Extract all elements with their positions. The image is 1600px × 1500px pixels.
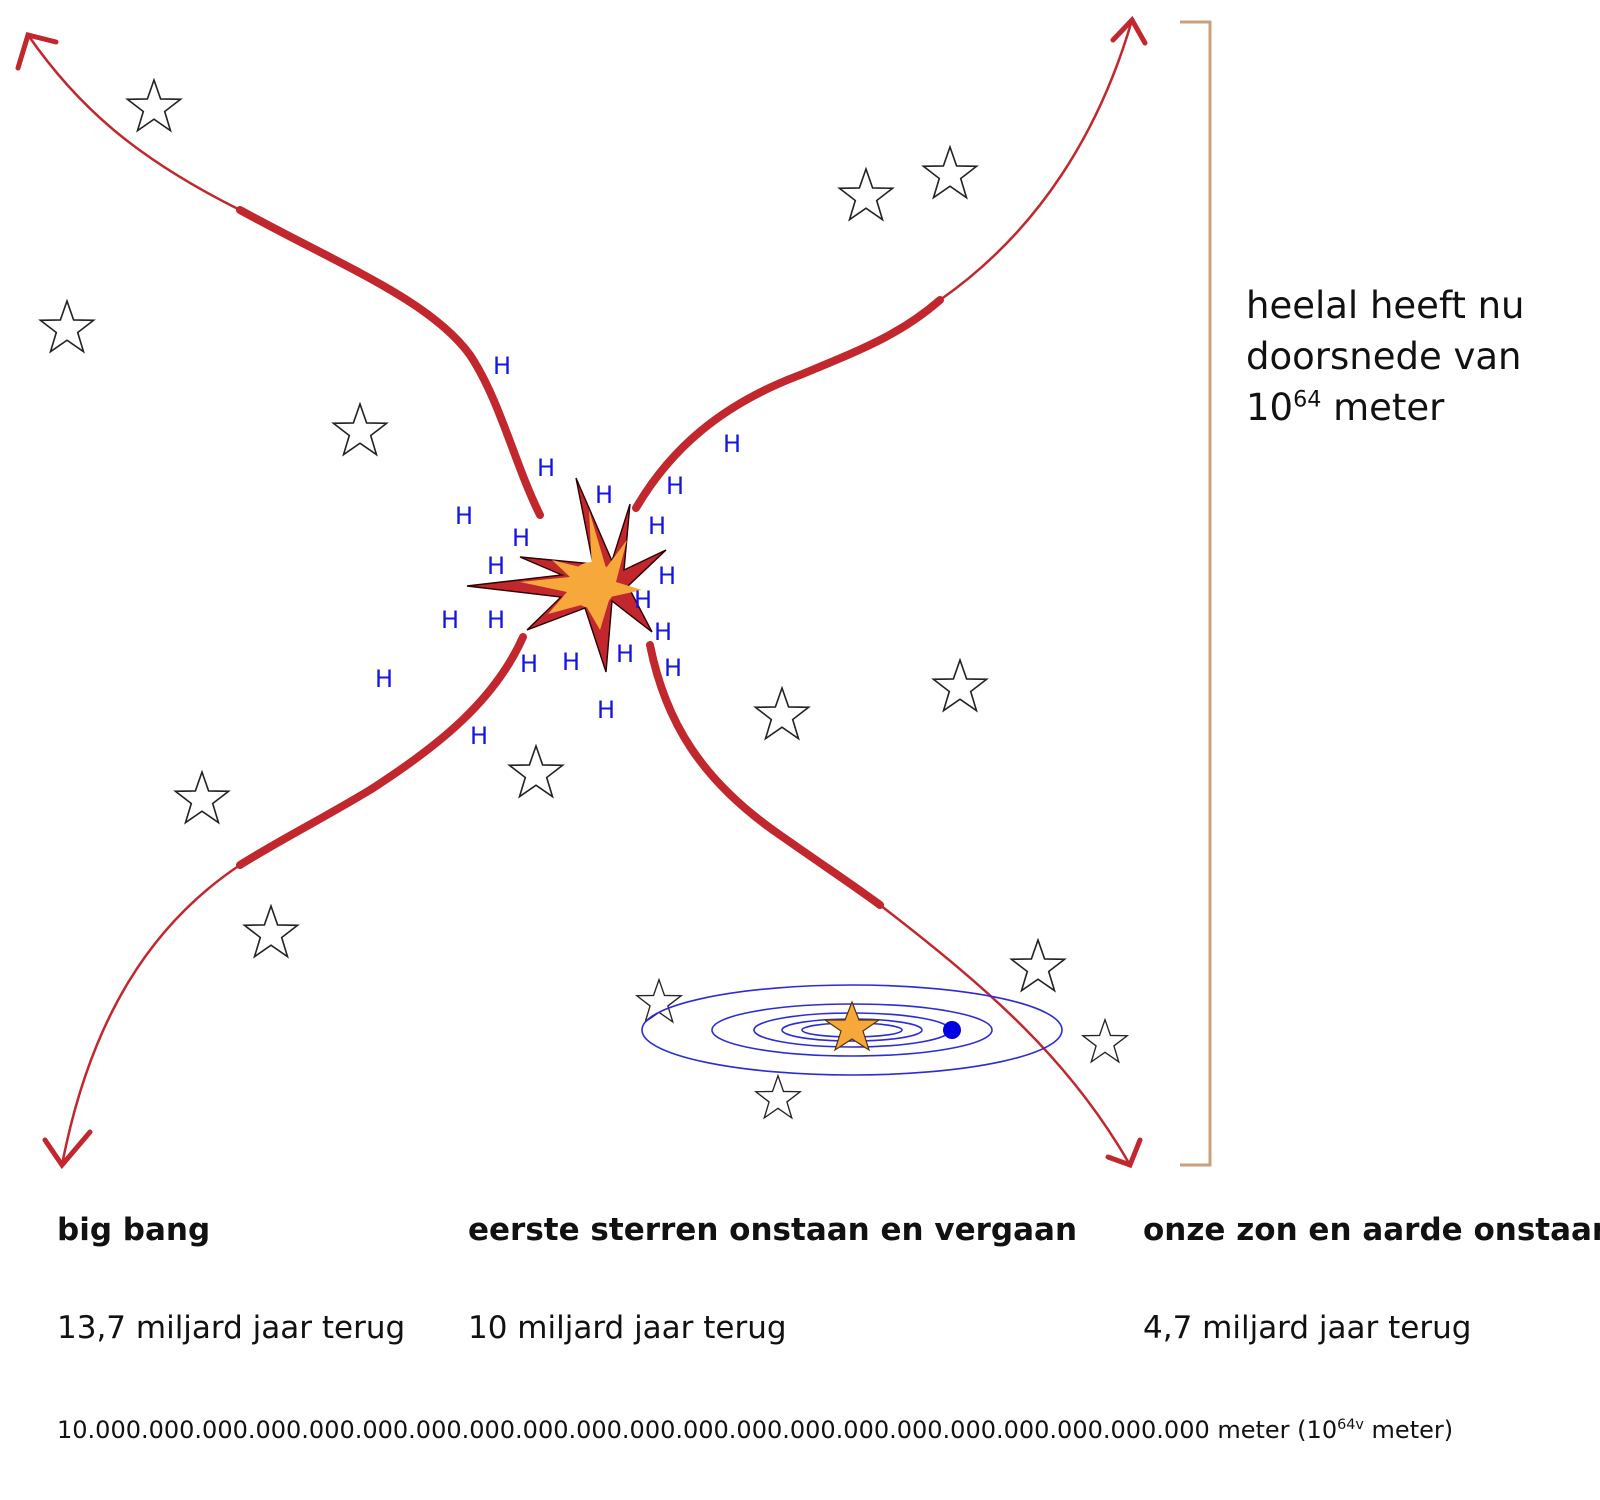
star-icon	[838, 168, 894, 221]
distance-unit-close: meter)	[1363, 1416, 1454, 1444]
star-icon	[174, 771, 230, 824]
hydrogen-atom: H	[634, 586, 652, 614]
hydrogen-atom: H	[455, 502, 473, 530]
star-icon	[126, 79, 182, 132]
star-icon	[508, 745, 564, 798]
hydrogen-atom: H	[654, 618, 672, 646]
hydrogen-atoms: H H H H H H H H H H H H H H H H H H H H …	[375, 352, 741, 750]
hydrogen-atom: H	[616, 640, 634, 668]
size-bracket	[1180, 20, 1212, 1167]
expansion-arrow-bottom-left	[42, 633, 527, 1170]
stage-time-big-bang: 13,7 miljard jaar terug	[57, 1310, 406, 1346]
note-line-3: 1064 meter	[1246, 382, 1525, 433]
note-line-2: doorsnede van	[1246, 335, 1522, 378]
star-icon	[1082, 1019, 1128, 1063]
expansion-arrow-bottom-right	[646, 641, 1143, 1169]
hydrogen-atom: H	[664, 654, 682, 682]
note-exponent: 64	[1293, 386, 1322, 413]
hydrogen-atom: H	[648, 512, 666, 540]
star-icon	[243, 905, 299, 958]
stage-time-first-stars: 10 miljard jaar terug	[468, 1310, 787, 1346]
hydrogen-atom: H	[658, 562, 676, 590]
explosion-icon	[466, 477, 667, 673]
distance-line: 10.000.000.000.000.000.000.000.000.000.0…	[57, 1416, 1453, 1444]
star-icon	[1010, 939, 1066, 992]
star-icon	[932, 659, 988, 712]
hydrogen-atom: H	[375, 665, 393, 693]
hydrogen-atom: H	[597, 696, 615, 724]
stage-time-sun-earth: 4,7 miljard jaar terug	[1143, 1310, 1472, 1346]
note-line-1: heelal heeft nu	[1246, 284, 1525, 327]
star-icon	[332, 403, 388, 456]
hydrogen-atom: H	[723, 430, 741, 458]
hydrogen-atom: H	[562, 648, 580, 676]
hydrogen-atom: H	[441, 606, 459, 634]
star-icon	[922, 146, 978, 199]
star-icon	[636, 979, 682, 1023]
distance-exponent: 64v	[1337, 1417, 1364, 1433]
stage-title-first-stars: eerste sterren onstaan en vergaan	[468, 1212, 1078, 1248]
orbit	[641, 984, 1063, 1076]
star-icon	[755, 1074, 801, 1119]
expansion-arrow-top-right	[632, 15, 1148, 512]
hydrogen-atom: H	[520, 650, 538, 678]
stage-title-sun-earth: onze zon en aarde onstaan	[1143, 1212, 1600, 1248]
hydrogen-atom: H	[666, 472, 684, 500]
star-icon	[754, 687, 810, 740]
expansion-arrow-top-left	[15, 31, 544, 519]
hydrogen-atom: H	[493, 352, 511, 380]
stage-title-big-bang: big bang	[57, 1212, 211, 1248]
expansion-arrows	[15, 15, 1148, 1170]
hydrogen-atom: H	[487, 552, 505, 580]
note-base: 10	[1246, 386, 1294, 429]
hydrogen-atom: H	[595, 481, 613, 509]
sun-icon	[823, 1000, 881, 1052]
earth-icon	[943, 1021, 961, 1039]
hydrogen-atom: H	[512, 524, 530, 552]
hydrogen-atom: H	[470, 722, 488, 750]
hydrogen-atom: H	[537, 454, 555, 482]
note-unit: meter	[1321, 386, 1445, 429]
distance-number: 10.000.000.000.000.000.000.000.000.000.0…	[57, 1416, 1210, 1444]
star-icon	[39, 300, 95, 353]
distance-unit-open: meter (10	[1209, 1416, 1338, 1444]
hydrogen-atom: H	[487, 606, 505, 634]
universe-size-note: heelal heeft nu doorsnede van 1064 meter	[1246, 280, 1525, 433]
